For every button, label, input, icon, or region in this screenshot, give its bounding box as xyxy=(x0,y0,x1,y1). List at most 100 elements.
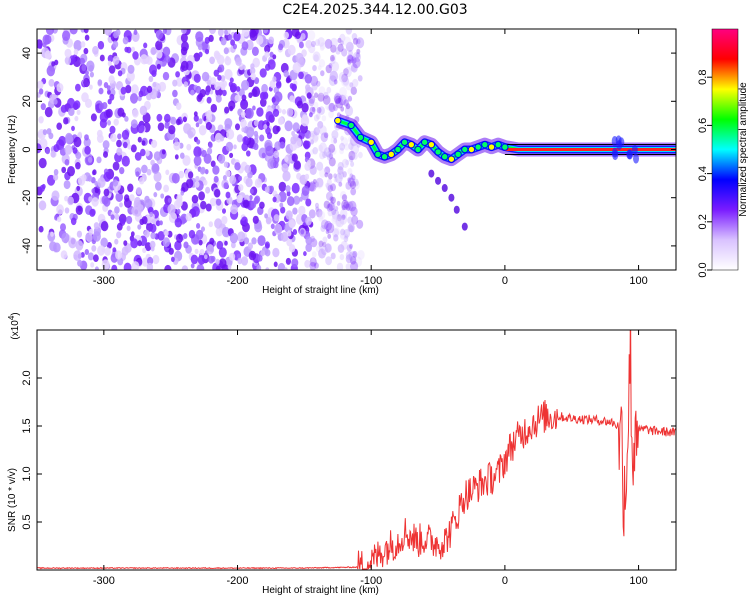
noise-blob xyxy=(348,200,357,212)
noise-blob xyxy=(338,181,343,187)
noise-blob xyxy=(286,238,293,247)
noise-blob xyxy=(218,247,227,258)
noise-blob xyxy=(168,212,178,224)
noise-blob xyxy=(328,63,333,69)
noise-blob xyxy=(64,48,72,58)
noise-blob xyxy=(156,50,163,59)
noise-blob xyxy=(345,181,352,190)
noise-blob xyxy=(56,204,64,215)
noise-blob xyxy=(229,232,238,244)
bottom-x-axis-label: Height of straight line (km) xyxy=(262,585,379,596)
top-y-tick-label: 40 xyxy=(21,47,33,59)
noise-blob xyxy=(193,111,198,117)
noise-blob xyxy=(218,258,227,269)
noise-blob xyxy=(106,242,112,249)
noise-blob xyxy=(271,96,276,103)
noise-blob xyxy=(304,173,310,180)
noise-blob xyxy=(290,136,297,145)
noise-blob xyxy=(336,200,341,206)
noise-blob xyxy=(38,225,44,233)
noise-blob xyxy=(214,81,221,91)
noise-blob xyxy=(291,130,295,137)
noise-blob xyxy=(175,77,183,87)
snr-content xyxy=(37,330,676,570)
noise-blob xyxy=(333,79,338,85)
noise-blob xyxy=(340,208,348,219)
burst-blob xyxy=(633,153,640,164)
noise-blob xyxy=(205,203,212,212)
noise-blob xyxy=(347,177,352,183)
noise-blob xyxy=(119,202,123,208)
noise-blob xyxy=(350,161,355,167)
snr-series-line xyxy=(37,330,676,570)
noise-blob xyxy=(350,86,357,96)
noise-blob xyxy=(348,223,355,233)
noise-blob xyxy=(273,150,280,159)
noise-blob xyxy=(164,55,171,63)
noise-blob xyxy=(39,184,45,192)
noise-blob xyxy=(89,71,94,78)
noise-blob xyxy=(223,182,229,190)
noise-blob xyxy=(84,134,89,141)
bottom-x-tick-label: -300 xyxy=(93,575,115,587)
noise-blob xyxy=(75,240,84,251)
noise-blob xyxy=(358,151,363,159)
noise-blob xyxy=(333,234,339,242)
noise-blob xyxy=(279,202,284,208)
noise-blob xyxy=(333,173,337,179)
noise-blob xyxy=(64,207,70,214)
noise-blob xyxy=(234,94,240,102)
noise-blob xyxy=(349,255,357,265)
noise-blob xyxy=(117,70,123,77)
noise-blob xyxy=(266,121,270,127)
noise-blob xyxy=(224,69,233,80)
noise-blob xyxy=(281,109,287,115)
noise-blob xyxy=(313,101,319,109)
noise-blob xyxy=(157,231,165,241)
noise-blob xyxy=(341,94,350,106)
noise-blob xyxy=(164,113,171,123)
noise-blob xyxy=(264,51,270,58)
noise-blob xyxy=(223,47,229,55)
noise-blob xyxy=(341,48,348,57)
top-x-tick-label: -300 xyxy=(93,275,115,287)
noise-blob xyxy=(346,244,352,252)
noise-blob xyxy=(334,95,341,105)
noise-blob xyxy=(342,171,347,178)
noise-blob xyxy=(71,125,75,132)
noise-blob xyxy=(257,235,266,247)
noise-blob xyxy=(64,56,72,65)
noise-blob xyxy=(162,46,171,57)
noise-blob xyxy=(164,230,169,237)
noise-blob xyxy=(248,250,257,261)
noise-blob xyxy=(242,136,249,145)
noise-blob xyxy=(148,75,154,83)
noise-blob xyxy=(38,131,44,139)
noise-blob xyxy=(314,39,321,47)
noise-blob xyxy=(116,147,123,156)
noise-blob xyxy=(37,143,42,154)
noise-blob xyxy=(205,186,211,194)
noise-blob xyxy=(270,223,275,230)
noise-blob xyxy=(252,215,259,224)
noise-blob xyxy=(87,252,94,261)
noise-blob xyxy=(240,111,246,118)
noise-blob xyxy=(292,62,301,74)
noise-blob xyxy=(305,216,312,226)
noise-blob xyxy=(56,83,64,93)
noise-blob xyxy=(328,143,336,153)
noise-blob xyxy=(180,60,189,71)
signal-point xyxy=(356,133,365,142)
noise-blob xyxy=(207,147,213,155)
noise-blob xyxy=(340,40,344,46)
noise-blob xyxy=(343,229,351,238)
noise-blob xyxy=(335,97,344,109)
noise-blob xyxy=(224,29,229,35)
noise-blob xyxy=(330,56,336,65)
noise-blob xyxy=(309,130,315,138)
noise-blob xyxy=(246,150,251,157)
noise-blob xyxy=(127,64,135,74)
noise-blob xyxy=(115,192,123,202)
noise-blob xyxy=(342,76,350,86)
noise-blob xyxy=(193,114,199,122)
